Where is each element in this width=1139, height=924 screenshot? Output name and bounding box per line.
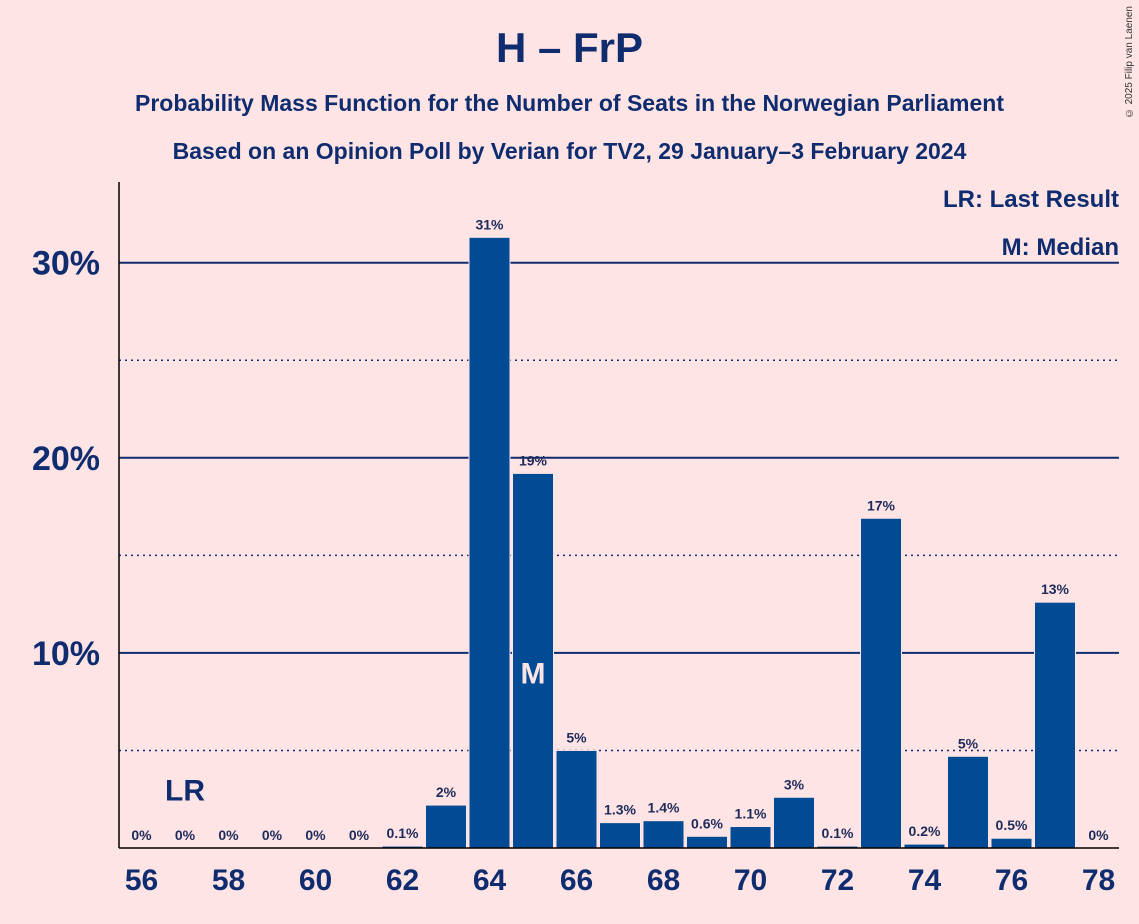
- x-tick-label-60: 60: [299, 864, 332, 897]
- x-tick-label-76: 76: [995, 864, 1028, 897]
- data-label-seat-57: 0%: [175, 827, 196, 843]
- bars-group: [381, 236, 1076, 849]
- data-label-seat-58: 0%: [218, 827, 239, 843]
- x-tick-label-74: 74: [908, 864, 942, 897]
- data-label-seat-71: 3%: [784, 776, 805, 792]
- x-tick-label-58: 58: [212, 864, 245, 897]
- bar-seat-71: [773, 796, 815, 849]
- data-label-seat-59: 0%: [262, 827, 283, 843]
- grid-lines: [119, 261, 1119, 752]
- data-label-seat-56: 0%: [131, 827, 152, 843]
- x-tick-label-66: 66: [560, 864, 593, 897]
- legend-last-result: LR: Last Result: [942, 186, 1119, 213]
- data-label-seat-77: 13%: [1041, 581, 1070, 597]
- data-label-seat-66: 5%: [566, 729, 587, 745]
- x-tick-label-68: 68: [647, 864, 680, 897]
- data-label-seat-68: 1.4%: [648, 800, 680, 816]
- bar-seat-67: [599, 822, 641, 849]
- chart-subtitle-1: Probability Mass Function for the Number…: [134, 90, 1005, 116]
- data-label-seat-78: 0%: [1088, 827, 1109, 843]
- data-label-seat-69: 0.6%: [691, 815, 723, 831]
- x-tick-label-56: 56: [125, 864, 158, 897]
- data-label-seat-60: 0%: [305, 827, 326, 843]
- data-label-seat-75: 5%: [958, 735, 979, 751]
- bar-seat-64: [468, 236, 511, 849]
- data-label-seat-73: 17%: [867, 497, 896, 513]
- chart-title: H – FrP: [495, 24, 644, 71]
- data-label-seat-63: 2%: [436, 784, 457, 800]
- x-tick-label-78: 78: [1082, 864, 1115, 897]
- data-label-seat-72: 0.1%: [822, 825, 854, 841]
- legend-median: M: Median: [1001, 234, 1119, 261]
- last-result-marker: LR: [165, 774, 205, 807]
- y-tick-label-30: 30%: [32, 245, 100, 283]
- bar-seat-76: [990, 837, 1033, 849]
- x-tick-label-70: 70: [734, 864, 767, 897]
- y-tick-label-10: 10%: [32, 635, 100, 673]
- data-label-seat-65: 19%: [519, 452, 548, 468]
- chart-subtitle-2: Based on an Opinion Poll by Verian for T…: [172, 138, 967, 164]
- bar-seat-73: [860, 517, 902, 849]
- data-label-seat-67: 1.3%: [604, 802, 636, 818]
- median-marker: M: [521, 657, 546, 690]
- data-label-seat-70: 1.1%: [735, 806, 767, 822]
- bar-seat-65: [512, 472, 554, 849]
- data-label-seat-61: 0%: [349, 827, 370, 843]
- bar-seat-68: [642, 820, 685, 849]
- bar-seat-66: [555, 749, 598, 849]
- y-tick-label-20: 20%: [32, 440, 100, 478]
- data-label-seat-74: 0.2%: [909, 823, 941, 839]
- bar-seat-70: [729, 826, 772, 849]
- axes-group: 56 58 60 62 64 66 68 70 72 74 76 78 10% 20% 30%: [32, 182, 1119, 897]
- data-label-seat-62: 0.1%: [387, 825, 419, 841]
- data-labels-group: 0% 0% 0% 0% 0% 0% 0.1% 2% 31% 19% 5% 1.3% 1.4% 0.6% 1.…: [131, 216, 1109, 843]
- bar-seat-63: [425, 804, 467, 849]
- markers-group: LR M: [165, 657, 546, 807]
- bar-seat-75: [947, 755, 989, 849]
- bar-seat-77: [1034, 601, 1076, 849]
- x-tick-label-64: 64: [473, 864, 507, 897]
- x-tick-label-72: 72: [821, 864, 854, 897]
- data-label-seat-76: 0.5%: [996, 817, 1028, 833]
- bar-seat-69: [686, 835, 728, 849]
- data-label-seat-64: 31%: [475, 216, 504, 232]
- x-tick-label-62: 62: [386, 864, 419, 897]
